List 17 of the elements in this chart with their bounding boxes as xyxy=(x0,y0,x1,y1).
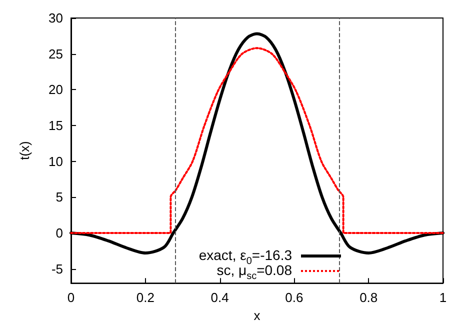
x-tick-label: 0.4 xyxy=(210,290,229,306)
y-tick-label: -5 xyxy=(51,261,63,276)
x-tick-label: 0.6 xyxy=(285,290,304,306)
y-axis-title: t(x) xyxy=(17,141,32,160)
x-tick-label: 1 xyxy=(439,290,447,306)
y-tick-label: 10 xyxy=(48,154,63,169)
y-tick-label: 5 xyxy=(56,190,63,205)
y-tick-label: 20 xyxy=(48,82,63,98)
x-tick-label: 0.8 xyxy=(360,290,378,306)
y-tick-label: 30 xyxy=(48,10,63,26)
x-tick-label: 0.2 xyxy=(136,290,154,306)
y-tick-label: 0 xyxy=(56,225,63,240)
y-tick-label: 25 xyxy=(48,46,63,62)
x-tick-label: 0 xyxy=(67,290,75,306)
x-axis-title: x xyxy=(254,308,261,323)
y-tick-label: 15 xyxy=(48,118,63,133)
line-series xyxy=(70,47,444,234)
